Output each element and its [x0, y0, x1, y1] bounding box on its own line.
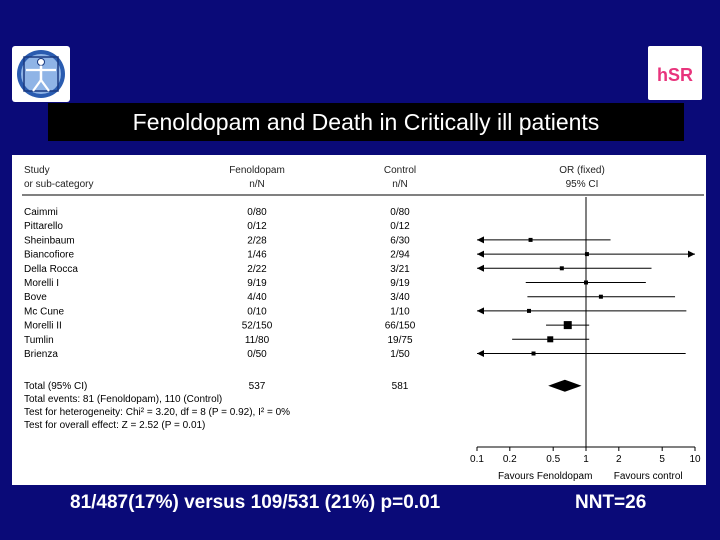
forest-plot: Study or sub-category Fenoldopam n/N Control… [22, 165, 704, 482]
vitruvian-man-icon [17, 50, 65, 98]
study-name: Biancofiore [24, 250, 74, 261]
favours-right-label: Favours control [614, 471, 683, 482]
study-treatment-count: 2/22 [247, 264, 267, 275]
study-control-count: 66/150 [385, 321, 416, 332]
study-treatment-count: 1/46 [247, 250, 267, 261]
hsr-logo-text: hSR [657, 65, 693, 85]
ci-arrow-left [477, 307, 484, 315]
point-estimate [547, 336, 554, 343]
header-effect-ci: 95% CI [566, 179, 599, 190]
x-tick-label: 10 [689, 454, 701, 465]
study-control-count: 19/75 [387, 335, 412, 346]
study-control-count: 1/50 [390, 349, 410, 360]
ci-arrow-left [477, 264, 484, 272]
header-treatment: Fenoldopam [229, 165, 285, 176]
study-control-count: 3/40 [390, 292, 410, 303]
study-control-count: 2/94 [390, 250, 410, 261]
header-control: Control [384, 165, 416, 176]
study-treatment-count: 11/80 [245, 335, 270, 346]
x-tick-label: 0.5 [546, 454, 560, 465]
point-estimate [528, 237, 533, 242]
total-label: Total (95% CI) [24, 381, 87, 392]
footnote: Test for heterogeneity: Chi² = 3.20, df … [24, 407, 290, 418]
ci-arrow-left [477, 350, 484, 357]
study-name: Della Rocca [24, 264, 78, 275]
study-control-count: 1/10 [390, 306, 410, 317]
point-estimate [531, 351, 536, 356]
study-name: Sheinbaum [24, 235, 75, 246]
study-name: Bove [24, 292, 47, 303]
institution-logo-left [12, 46, 70, 102]
study-treatment-count: 0/80 [247, 207, 267, 218]
point-estimate [584, 280, 588, 285]
study-name: Tumlin [24, 335, 54, 346]
footnote: Test for overall effect: Z = 2.52 (P = 0… [24, 420, 205, 431]
study-name: Brienza [24, 349, 58, 360]
x-tick-label: 0.2 [503, 454, 517, 465]
footer: 81/487(17%) versus 109/531 (21%) p=0.01 … [0, 490, 720, 520]
header-control-unit: n/N [392, 179, 408, 190]
ci-arrow-left [477, 236, 484, 244]
summary-diamond [548, 379, 582, 392]
footnote: Total events: 81 (Fenoldopam), 110 (Cont… [24, 394, 222, 405]
study-control-count: 0/80 [390, 207, 410, 218]
study-treatment-count: 0/10 [247, 306, 267, 317]
study-control-count: 3/21 [390, 264, 410, 275]
study-name: Mc Cune [24, 306, 64, 317]
ci-arrow-left [477, 250, 484, 258]
study-treatment-count: 0/50 [247, 349, 267, 360]
study-control-count: 9/19 [390, 278, 410, 289]
point-estimate [598, 294, 603, 299]
header-subcategory: or sub-category [24, 179, 93, 190]
ci-arrow-right [688, 250, 695, 258]
hsr-logo: hSR [648, 46, 702, 100]
header-treatment-unit: n/N [249, 179, 265, 190]
x-tick-label: 5 [659, 454, 665, 465]
favours-left-label: Favours Fenoldopam [498, 471, 593, 482]
study-control-count: 0/12 [390, 221, 410, 232]
nnt-text: NNT=26 [575, 492, 647, 513]
point-estimate [559, 266, 564, 271]
x-tick-label: 1 [583, 454, 589, 465]
point-estimate [563, 321, 572, 330]
total-treatment: 537 [249, 381, 266, 392]
total-control: 581 [392, 381, 409, 392]
study-name: Caimmi [24, 207, 58, 218]
study-control-count: 6/30 [390, 235, 410, 246]
study-treatment-count: 2/28 [247, 235, 267, 246]
study-treatment-count: 52/150 [242, 321, 273, 332]
summary-text: 81/487(17%) versus 109/531 (21%) p=0.01 [70, 492, 441, 513]
study-name: Morelli I [24, 278, 59, 289]
x-tick-label: 0.1 [470, 454, 484, 465]
point-estimate [584, 252, 589, 257]
x-tick-label: 2 [616, 454, 622, 465]
header-study: Study [24, 165, 50, 176]
slide-title: Fenoldopam and Death in Critically ill p… [48, 103, 684, 141]
header-effect: OR (fixed) [559, 165, 605, 176]
point-estimate [527, 308, 532, 313]
study-name: Morelli II [24, 321, 62, 332]
study-treatment-count: 0/12 [247, 221, 267, 232]
study-treatment-count: 4/40 [247, 292, 267, 303]
forest-plot-panel: Study or sub-category Fenoldopam n/N Control… [12, 155, 706, 485]
study-treatment-count: 9/19 [247, 278, 267, 289]
study-name: Pittarello [24, 221, 63, 232]
